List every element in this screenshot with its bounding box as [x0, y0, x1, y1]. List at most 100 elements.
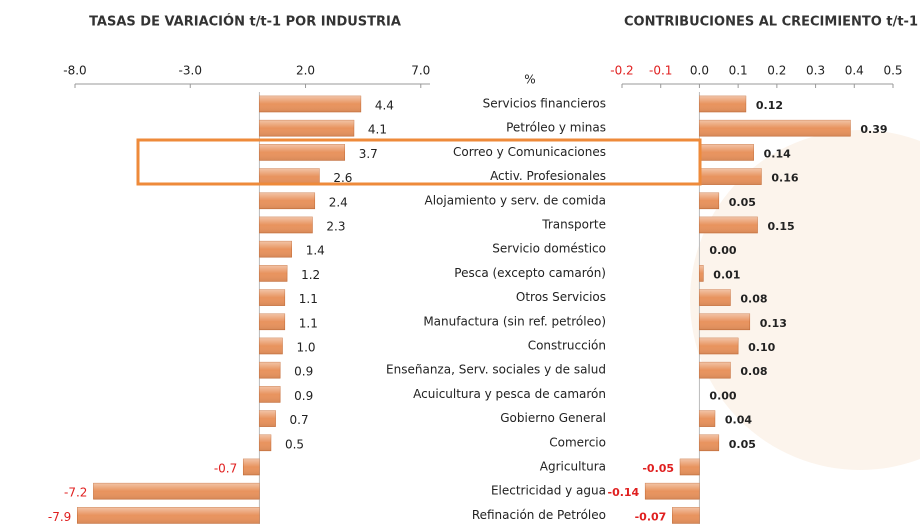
- bar-shine: [77, 507, 260, 524]
- x-tick-label: 0.1: [729, 64, 748, 78]
- bar-shine: [93, 483, 260, 500]
- category-label: Correo y Comunicaciones: [453, 145, 606, 159]
- bar-shine: [699, 362, 731, 379]
- x-tick-label: -0.2: [610, 64, 633, 78]
- category-label: Transporte: [541, 218, 606, 232]
- x-tick-label: -8.0: [63, 64, 86, 78]
- bar-shine: [259, 192, 315, 209]
- bar-shine: [259, 96, 361, 112]
- bar-shine: [259, 362, 281, 379]
- value-label: 0.9: [294, 389, 313, 403]
- value-label: 0.08: [740, 293, 767, 306]
- bar-shine: [672, 507, 700, 524]
- value-label: 2.3: [326, 220, 345, 234]
- value-label: 0.9: [294, 365, 313, 379]
- bar-shine: [259, 265, 288, 282]
- value-label: 0.16: [771, 172, 798, 185]
- value-label: 0.08: [740, 365, 767, 378]
- highlight-box: [136, 138, 702, 186]
- value-label: 0.05: [729, 438, 756, 451]
- x-tick-label: -3.0: [179, 64, 202, 78]
- bar-shine: [259, 144, 345, 161]
- value-label: 0.39: [860, 123, 887, 136]
- value-label: 1.2: [301, 268, 320, 282]
- category-label: Acuicultura y pesca de camarón: [413, 387, 606, 401]
- value-label: 4.4: [375, 99, 394, 113]
- value-label: 1.1: [299, 316, 318, 330]
- bar-shine: [699, 120, 851, 137]
- value-label: 3.7: [359, 147, 378, 161]
- bar-shine: [699, 168, 762, 185]
- x-tick-label: 0.4: [845, 64, 864, 78]
- value-label: 0.13: [760, 317, 787, 330]
- category-label: Otros Servicios: [516, 290, 606, 304]
- category-label: Refinación de Petróleo: [472, 508, 606, 522]
- bar-shine: [259, 217, 313, 233]
- category-label: Agricultura: [540, 460, 606, 474]
- chart-title: CONTRIBUCIONES AL CRECIMIENTO t/t-1: [624, 15, 918, 30]
- bar-shine: [259, 313, 285, 330]
- bar-shine: [699, 313, 750, 330]
- value-label: 1.4: [306, 244, 325, 258]
- x-tick-label: 0.0: [690, 64, 709, 78]
- bar-shine: [259, 168, 320, 185]
- bar-shine: [243, 459, 260, 475]
- x-tick-label: 0.3: [806, 64, 825, 78]
- x-tick-label: 7.0: [411, 64, 430, 78]
- bar-shine: [645, 483, 700, 500]
- bar-shine: [680, 459, 700, 475]
- category-label: Construcción: [528, 339, 606, 353]
- value-label: 0.00: [709, 244, 736, 257]
- category-label: Gobierno General: [500, 411, 606, 425]
- unit-label: %: [524, 73, 535, 87]
- bar-shine: [699, 289, 731, 306]
- bar-shine: [699, 265, 704, 282]
- value-label: -7.9: [48, 510, 71, 524]
- category-label: Electricidad y agua: [491, 484, 606, 498]
- category-label: Petróleo y minas: [506, 121, 606, 135]
- value-label: 0.15: [768, 220, 795, 233]
- x-tick-label: 0.2: [767, 64, 786, 78]
- category-label: Alojamiento y serv. de comida: [425, 193, 606, 207]
- bar-shine: [699, 96, 746, 112]
- value-label: -0.07: [635, 510, 667, 523]
- category-label: Enseñanza, Serv. sociales y de salud: [386, 363, 606, 377]
- category-label: Activ. Profesionales: [490, 169, 606, 183]
- category-label: Servicio doméstico: [492, 242, 606, 256]
- bar-shine: [699, 434, 719, 451]
- value-label: 0.7: [290, 413, 309, 427]
- bar-shine: [699, 192, 719, 209]
- bar-shine: [259, 434, 271, 451]
- x-tick-label: 2.0: [296, 64, 315, 78]
- value-label: 0.04: [725, 414, 752, 427]
- bar-shine: [259, 241, 292, 258]
- value-label: 2.4: [329, 195, 348, 209]
- value-label: 4.1: [368, 123, 387, 137]
- bar-shine: [699, 144, 754, 161]
- value-label: 0.00: [709, 389, 736, 402]
- chart-title: TASAS DE VARIACIÓN t/t-1 POR INDUSTRIA: [89, 14, 401, 30]
- value-label: 0.10: [748, 341, 775, 354]
- category-label: Servicios financieros: [483, 97, 606, 111]
- bar-shine: [259, 120, 354, 137]
- value-label: 0.05: [729, 196, 756, 209]
- watermark: [690, 130, 920, 470]
- value-label: -0.7: [214, 462, 237, 476]
- value-label: 1.1: [299, 292, 318, 306]
- bar-shine: [259, 289, 285, 306]
- category-label: Pesca (excepto camarón): [454, 266, 606, 280]
- value-label: 0.12: [756, 99, 783, 112]
- category-label: Comercio: [549, 435, 606, 449]
- bar-shine: [259, 386, 281, 403]
- value-label: 1.0: [296, 341, 315, 355]
- value-label: 2.6: [333, 171, 352, 185]
- value-label: 0.14: [764, 147, 791, 160]
- value-label: -0.05: [642, 462, 674, 475]
- value-label: -0.14: [608, 486, 640, 499]
- bar-shine: [699, 410, 715, 427]
- bar-shine: [699, 338, 739, 354]
- bar-shine: [259, 410, 276, 427]
- x-tick-label: 0.5: [883, 64, 902, 78]
- bar-shine: [259, 338, 283, 354]
